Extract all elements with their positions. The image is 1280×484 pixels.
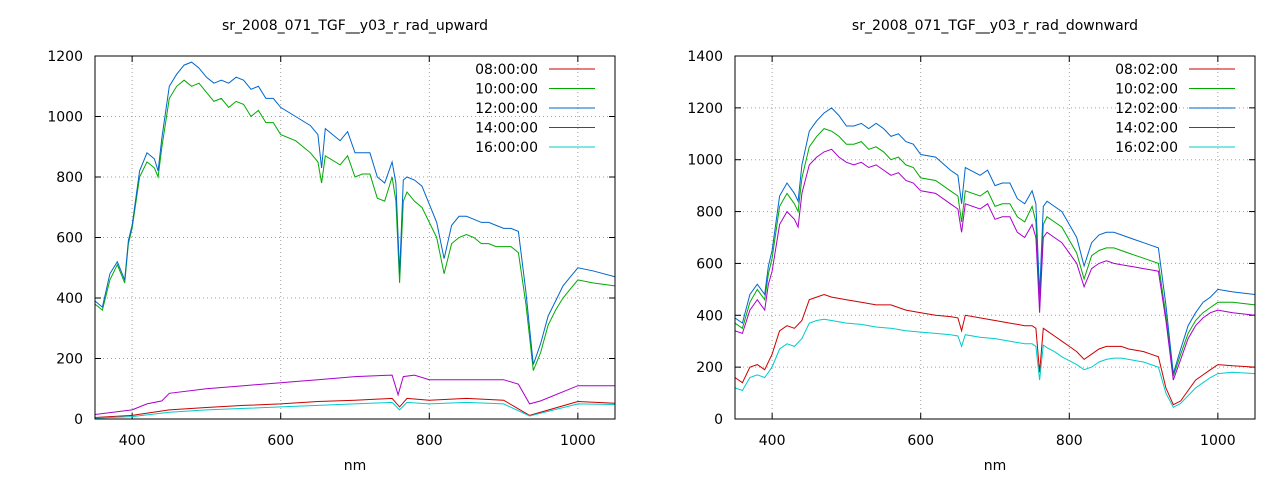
series-line-1 [735, 293, 1255, 406]
y-tick-label: 400 [56, 291, 83, 307]
x-tick-label: 600 [267, 433, 294, 449]
x-tick-label: 1000 [560, 433, 596, 449]
legend-label: 16:02:00 [1115, 140, 1178, 156]
legend-label: 08:00:00 [475, 62, 538, 78]
y-tick-label: 1000 [47, 110, 83, 126]
series-line-2 [95, 79, 615, 371]
chart-title: sr_2008_071_TGF__y03_r_rad_downward [852, 18, 1138, 34]
legend-label: 10:02:00 [1115, 82, 1178, 98]
chart-2: sr_2008_071_TGF__y03_r_rad_downward 400 60… [687, 18, 1256, 474]
series-line-1 [95, 397, 615, 418]
series-line-4 [735, 148, 1255, 381]
series-line-3 [735, 107, 1255, 374]
series-line-5 [95, 401, 615, 419]
y-tick-label: 0 [714, 412, 723, 428]
x-tick-label: 800 [416, 433, 443, 449]
series-line-5 [735, 318, 1255, 408]
chart-title: sr_2008_071_TGF__y03_r_rad_upward [222, 18, 488, 34]
x-tick-label: 1000 [1200, 433, 1236, 449]
y-tick-label: 800 [56, 170, 83, 186]
y-tick-label: 400 [696, 308, 723, 324]
x-tick-label: 400 [119, 433, 146, 449]
y-tick-label: 1200 [687, 101, 723, 117]
plot-frame [94, 55, 616, 420]
legend-label: 12:02:00 [1115, 101, 1178, 117]
y-tick-label: 0 [74, 412, 83, 428]
y-tick-label: 600 [696, 256, 723, 272]
legend-label: 08:02:00 [1115, 62, 1178, 78]
y-tick-label: 1400 [687, 49, 723, 65]
y-tick-label: 800 [696, 205, 723, 221]
legend-label: 10:00:00 [475, 82, 538, 98]
x-axis-label: nm [344, 458, 367, 474]
series-line-3 [95, 61, 615, 365]
y-tick-label: 600 [56, 231, 83, 247]
legend-label: 14:00:00 [475, 121, 538, 137]
y-tick-label: 1000 [687, 153, 723, 169]
legend-label: 12:00:00 [475, 101, 538, 117]
series-line-4 [95, 374, 615, 415]
legend: 08:02:00 10:02:00 12:02:00 14:02:00 16:02:00 [1115, 62, 1235, 156]
legend: 08:00:00 10:00:00 12:00:00 14:00:00 16:00:00 [475, 62, 595, 156]
y-tick-label: 200 [696, 360, 723, 376]
plot-frame [734, 55, 1256, 420]
chart-1: sr_2008_071_TGF__y03_r_rad_upward 400 600 8… [47, 18, 616, 474]
x-tick-label: 400 [759, 433, 786, 449]
x-tick-label: 800 [1056, 433, 1083, 449]
series-line-2 [735, 128, 1255, 377]
x-tick-label: 600 [907, 433, 934, 449]
x-axis-label: nm [984, 458, 1007, 474]
legend-label: 16:00:00 [475, 140, 538, 156]
y-tick-label: 1200 [47, 49, 83, 65]
legend-label: 14:02:00 [1115, 121, 1178, 137]
y-tick-label: 200 [56, 352, 83, 368]
